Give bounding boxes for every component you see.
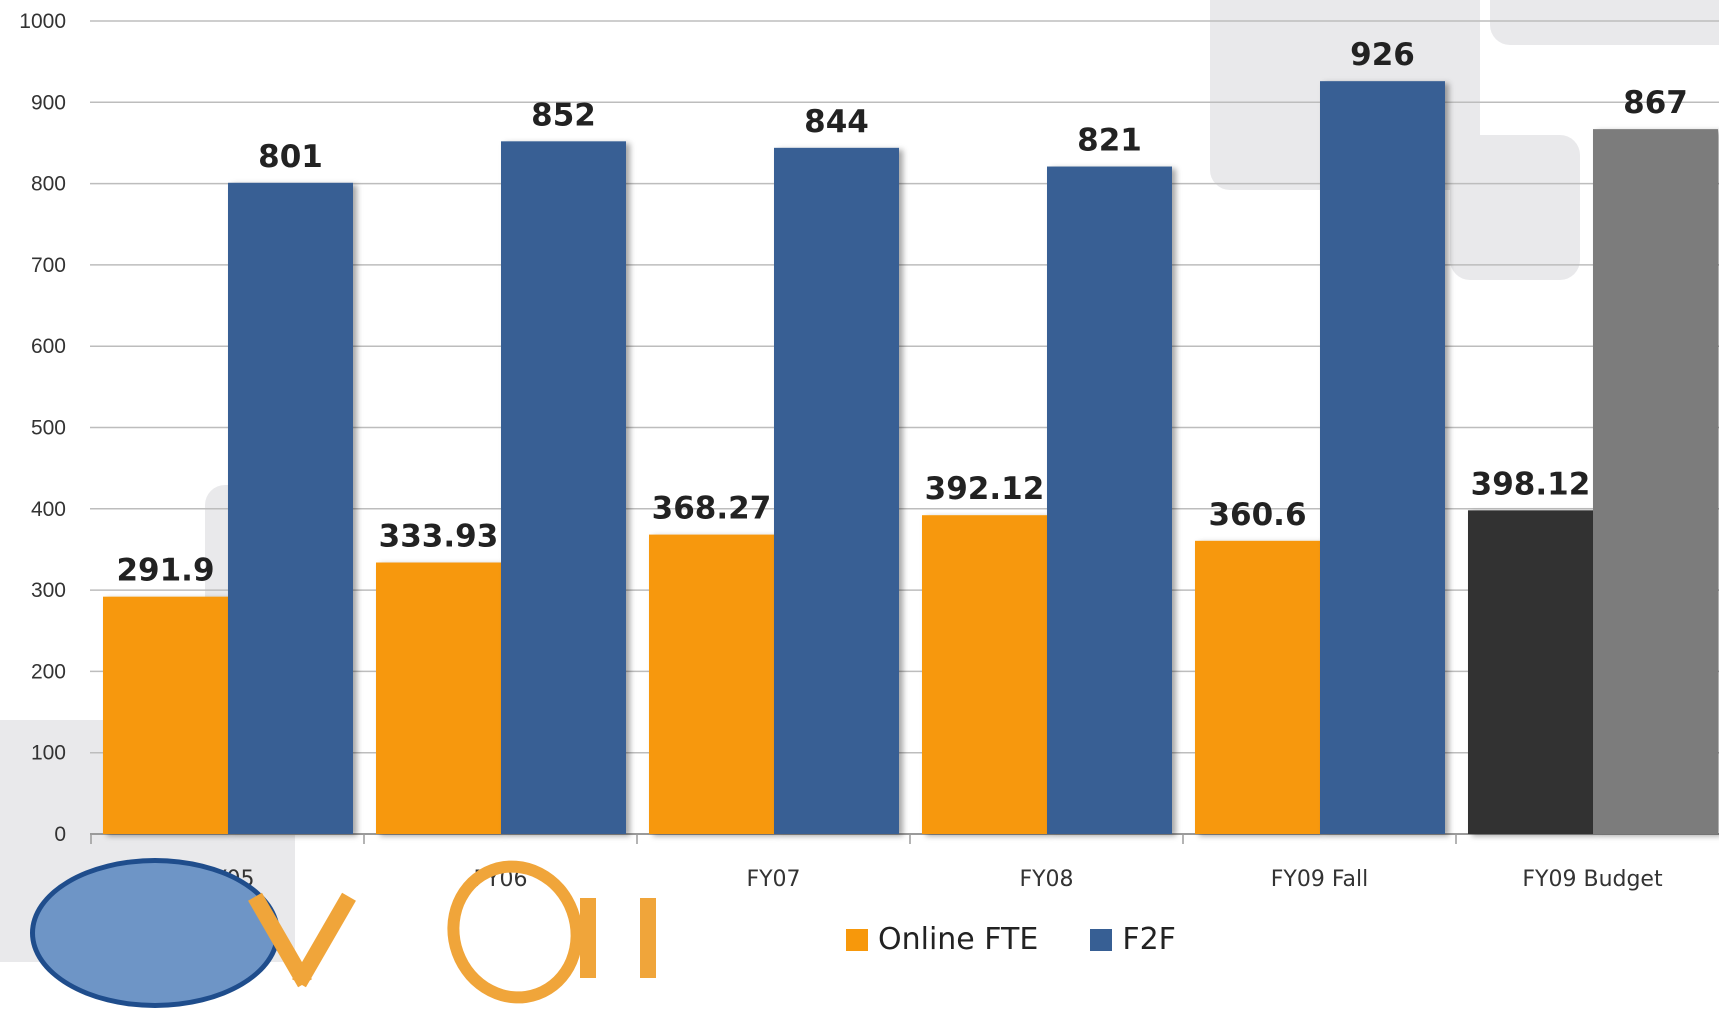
value-label-online-fte-fy07: 368.27 — [652, 491, 772, 527]
bar-f2f-fy07 — [774, 147, 899, 834]
bar-f2f-fy08 — [1047, 166, 1172, 835]
bar-f2f-fy09-fall — [1320, 81, 1445, 835]
value-label-online-fte-fy06: 333.93 — [379, 519, 499, 555]
bar-online-fte-fy09-budget — [1468, 510, 1593, 834]
bar-f2f-fy09-budget — [1593, 129, 1718, 834]
legend-item-f2f: F2F — [1090, 922, 1176, 957]
bar-online-fte-fy08 — [922, 515, 1047, 834]
y-tick-label-300: 300 — [31, 579, 66, 602]
x-tick-label-fy09-fall: FY09 Fall — [1271, 867, 1368, 892]
value-label-online-fte-fy09-budget: 398.12 — [1471, 466, 1591, 502]
value-label-f2f-fy05: 801 — [258, 139, 323, 175]
y-tick-label-100: 100 — [31, 742, 66, 765]
value-label-f2f-fy09-budget: 867 — [1623, 85, 1688, 121]
logo-letter-u — [580, 898, 660, 978]
legend-swatch-online-fte — [846, 928, 868, 951]
bar-online-fte-fy07 — [649, 534, 774, 834]
y-tick-label-1000: 1000 — [19, 10, 66, 33]
bars — [103, 81, 1718, 835]
logo-letter-y — [262, 870, 342, 990]
y-tick-label-400: 400 — [31, 498, 66, 521]
legend-item-online-fte: Online FTE — [846, 922, 1038, 957]
college-seal-logo — [30, 858, 280, 1008]
y-tick-label-500: 500 — [31, 417, 66, 440]
legend-swatch-f2f — [1090, 928, 1113, 951]
value-label-f2f-fy06: 852 — [531, 97, 596, 133]
x-tick-label-fy07: FY07 — [746, 867, 800, 892]
y-tick-label-0: 0 — [54, 823, 66, 846]
grid-lines — [90, 20, 1719, 835]
value-label-online-fte-fy08: 392.12 — [925, 471, 1045, 507]
y-axis-ticks: 0 100 200 300 400 500 600 700 800 900 1000 — [19, 10, 66, 846]
legend-label-online-fte: Online FTE — [878, 922, 1039, 957]
value-label-f2f-fy09-fall: 926 — [1350, 37, 1415, 73]
value-label-online-fte-fy05: 291.9 — [116, 553, 214, 589]
legend-label-f2f: F2F — [1122, 922, 1176, 957]
y-tick-label-200: 200 — [31, 660, 66, 683]
chart-legend: Online FTE F2F — [846, 922, 1176, 957]
y-tick-label-800: 800 — [31, 173, 66, 196]
background-panel-corner — [1490, 0, 1719, 45]
value-label-f2f-fy08: 821 — [1077, 123, 1142, 159]
x-tick-label-fy08: FY08 — [1019, 867, 1073, 892]
bar-f2f-fy06 — [501, 141, 626, 835]
y-tick-label-700: 700 — [31, 254, 66, 277]
value-label-online-fte-fy09-fall: 360.6 — [1208, 497, 1306, 533]
bar-online-fte-fy05 — [103, 596, 228, 834]
x-tick-label-fy09-budget: FY09 Budget — [1522, 867, 1663, 892]
bar-f2f-fy05 — [228, 182, 353, 835]
y-tick-label-900: 900 — [31, 91, 66, 114]
bar-chart: 0 100 200 300 400 500 600 700 800 900 1000 291.9 80… — [19, 10, 1719, 892]
background-panel-right — [1450, 135, 1580, 280]
bar-online-fte-fy06 — [376, 562, 501, 834]
bar-online-fte-fy09-fall — [1195, 540, 1320, 834]
value-labels: 291.9 801 333.93 852 368.27 844 392.12 821 360.6… — [116, 37, 1687, 589]
x-tick-label-fy06: FY06 — [473, 867, 527, 892]
y-tick-label-600: 600 — [31, 335, 66, 358]
value-label-f2f-fy07: 844 — [804, 104, 869, 140]
